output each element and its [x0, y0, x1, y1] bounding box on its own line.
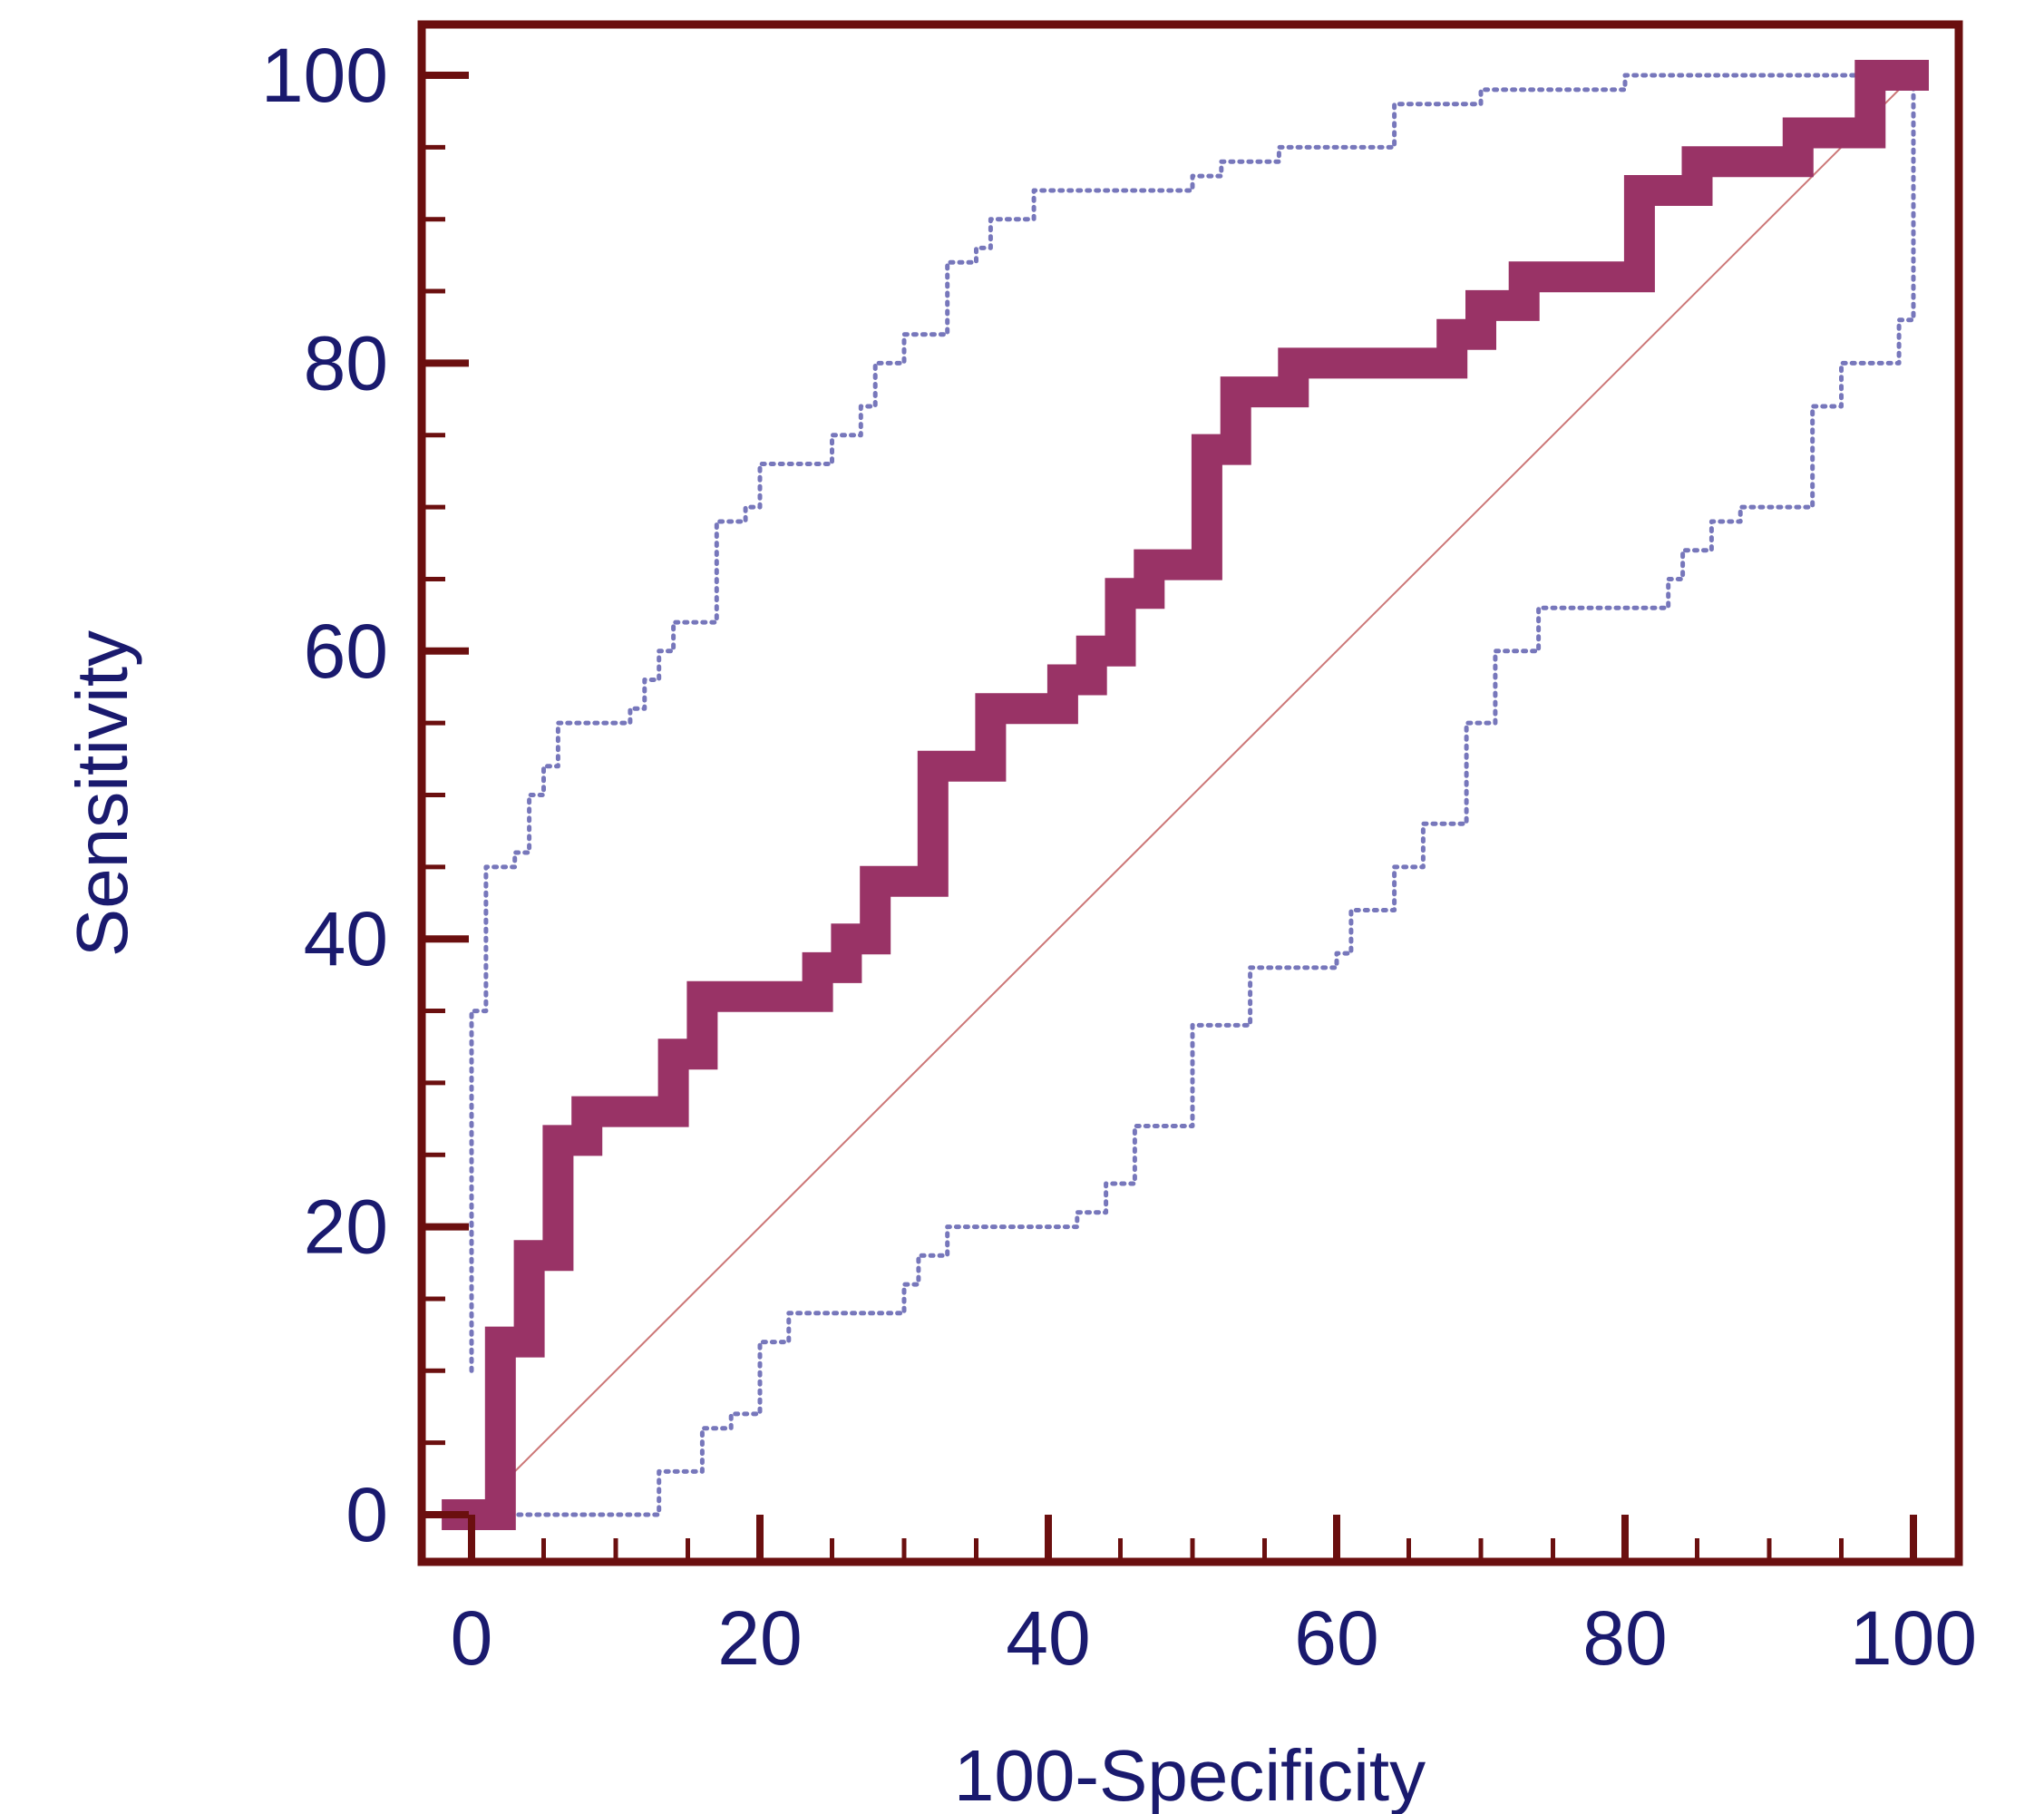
plot-layer — [442, 60, 1929, 1530]
x-axis: 0 20 40 60 80 100 — [451, 1515, 1977, 1681]
x-tick-label: 20 — [717, 1595, 802, 1681]
y-tick-label: 80 — [304, 320, 388, 405]
y-tick-label: 60 — [304, 609, 388, 694]
x-tick-label: 60 — [1294, 1595, 1378, 1681]
x-tick-label: 80 — [1582, 1595, 1667, 1681]
confidence-bound-1 — [469, 73, 1916, 1373]
x-axis-title: 100-Specificity — [954, 1735, 1426, 1814]
x-tick-label: 40 — [1006, 1595, 1090, 1681]
y-tick-label: 40 — [304, 896, 388, 981]
roc-curve-0 — [442, 60, 1929, 1530]
y-tick-label: 100 — [261, 33, 388, 118]
x-tick-label: 100 — [1850, 1595, 1977, 1681]
reference-line-3 — [471, 74, 1914, 1516]
y-axis: 0 20 40 60 80 100 — [261, 33, 469, 1557]
confidence-bound-2 — [498, 73, 1916, 1517]
y-axis-title: Sensitivity — [62, 630, 142, 957]
y-tick-label: 0 — [346, 1472, 388, 1557]
y-tick-label: 20 — [304, 1185, 388, 1270]
x-tick-label: 0 — [451, 1595, 493, 1681]
plot-frame — [417, 20, 1963, 1566]
